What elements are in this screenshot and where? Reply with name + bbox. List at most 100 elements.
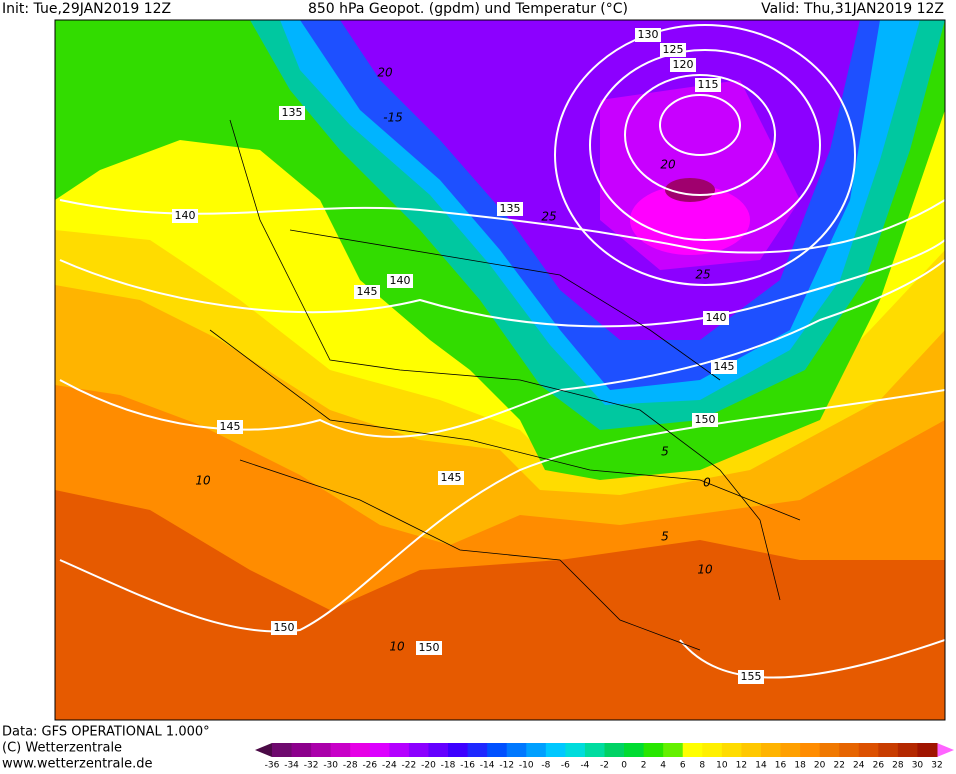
colorbar-segment [330,743,351,757]
colorbar-segment [858,743,879,757]
contour-label-box [670,58,696,72]
temperature-label: 5 [661,530,669,544]
geopotential-label: 135 [282,106,303,119]
temperature-label: 20 [660,158,676,172]
contour-label-box [635,28,661,42]
colorbar-segment [389,743,410,757]
colorbar-tick-label: 16 [775,761,787,771]
colorbar-segment [819,743,840,757]
colorbar-segment [487,743,508,757]
geopotential-label: 145 [357,285,378,298]
temperature-label: -15 [383,111,403,125]
geopotential-label: 135 [500,202,521,215]
colorbar-segment [311,743,332,757]
website: www.wetterzentrale.de [2,757,152,771]
colorbar-tick-label: 8 [699,761,705,771]
colorbar-tick-label: 6 [680,761,686,771]
colorbar-segment [467,743,488,757]
colorbar-tick-label: 20 [814,761,826,771]
contour-label-box [695,78,721,92]
colorbar-tick-label: -14 [480,761,495,771]
colorbar-tick-label: -4 [580,761,589,771]
geopotential-label: 145 [220,420,241,433]
colorbar-tick-label: -10 [519,761,534,771]
contour-label-box [497,202,523,216]
colorbar-tick-label: -12 [499,761,514,771]
colorbar-segment [291,743,312,757]
temperature-field [55,20,945,720]
colorbar-segment [721,743,742,757]
contour-label-box [703,311,729,325]
colorbar-tick-label: 30 [912,761,924,771]
contour-label-box [354,285,380,299]
geopotential-label: 115 [698,78,719,91]
colorbar-low-arrow [255,743,272,757]
data-source: Data: GFS OPERATIONAL 1.000° [2,725,210,740]
colorbar-segment [369,743,390,757]
valid-time: Valid: Thu,31JAN2019 12Z [761,1,944,17]
colorbar-tick-label: 26 [873,761,885,771]
temperature-label: 20 [377,66,393,80]
geopotential-label: 145 [441,471,462,484]
colorbar-tick-label: -36 [265,761,280,771]
temperature-label: 10 [697,563,713,577]
map-frame [54,19,946,721]
colorbar-tick-label: -6 [561,761,570,771]
colorbar-segment [565,743,586,757]
colorbar-high-arrow [937,743,954,757]
geopotential-label: 150 [274,621,295,634]
geopotential-label: 140 [706,311,727,324]
colorbar-segment [682,743,703,757]
colorbar-segment [702,743,723,757]
colorbar-segment [448,743,469,757]
geopotential-label: 140 [175,209,196,222]
contour-label-box [416,641,442,655]
colorbar-segment [780,743,801,757]
contour-label-box [172,209,198,223]
colorbar-tick-label: -26 [362,761,377,771]
contour-label-box [279,106,305,120]
colorbar-tick-label: -20 [421,761,436,771]
colorbar-segment [663,743,684,757]
colorbar-tick-label: -32 [304,761,319,771]
temperature-label: 5 [661,445,669,459]
colorbar-tick-label: 10 [716,761,728,771]
colorbar-tick-label: 18 [794,761,806,771]
contour-label-box [738,670,764,684]
colorbar-segment [643,743,664,757]
colorbar-segment [741,743,762,757]
colorbar-segment [272,743,293,757]
colorbar-segment [350,743,371,757]
contour-label-box [711,360,737,374]
contour-label-box [660,43,686,57]
temperature-label: 10 [389,640,405,654]
geopotential-label: 150 [695,413,716,426]
colorbar-segment [506,743,527,757]
geopotential-label: 120 [673,58,694,71]
geopotential-label: 140 [390,274,411,287]
contour-label-box [217,420,243,434]
colorbar-tick-label: 32 [931,761,942,771]
colorbar-tick-label: 2 [641,761,647,771]
colorbar-tick-label: 0 [621,761,627,771]
colorbar-tick-label: -30 [323,761,338,771]
colorbar-tick-label: 14 [755,761,767,771]
contour-label-box [692,413,718,427]
geopotential-label: 125 [663,43,684,56]
colorbar-segment [878,743,899,757]
colorbar-tick-label: -16 [460,761,475,771]
colorbar-tick-label: 24 [853,761,865,771]
colorbar-tick-label: -22 [402,761,417,771]
colorbar-segment [584,743,605,757]
colorbar-segment [624,743,645,757]
map-title: 850 hPa Geopot. (gpdm) und Temperatur (°… [308,1,628,17]
colorbar-segment [800,743,821,757]
temperature-label: 25 [541,210,556,224]
colorbar-tick-label: 28 [892,761,904,771]
geopotential-label: 145 [714,360,735,373]
init-time: Init: Tue,29JAN2019 12Z [2,1,171,17]
temperature-label: 0 [703,476,711,490]
colorbar-tick-label: 4 [660,761,666,771]
colorbar-segment [604,743,625,757]
colorbar-segment [839,743,860,757]
